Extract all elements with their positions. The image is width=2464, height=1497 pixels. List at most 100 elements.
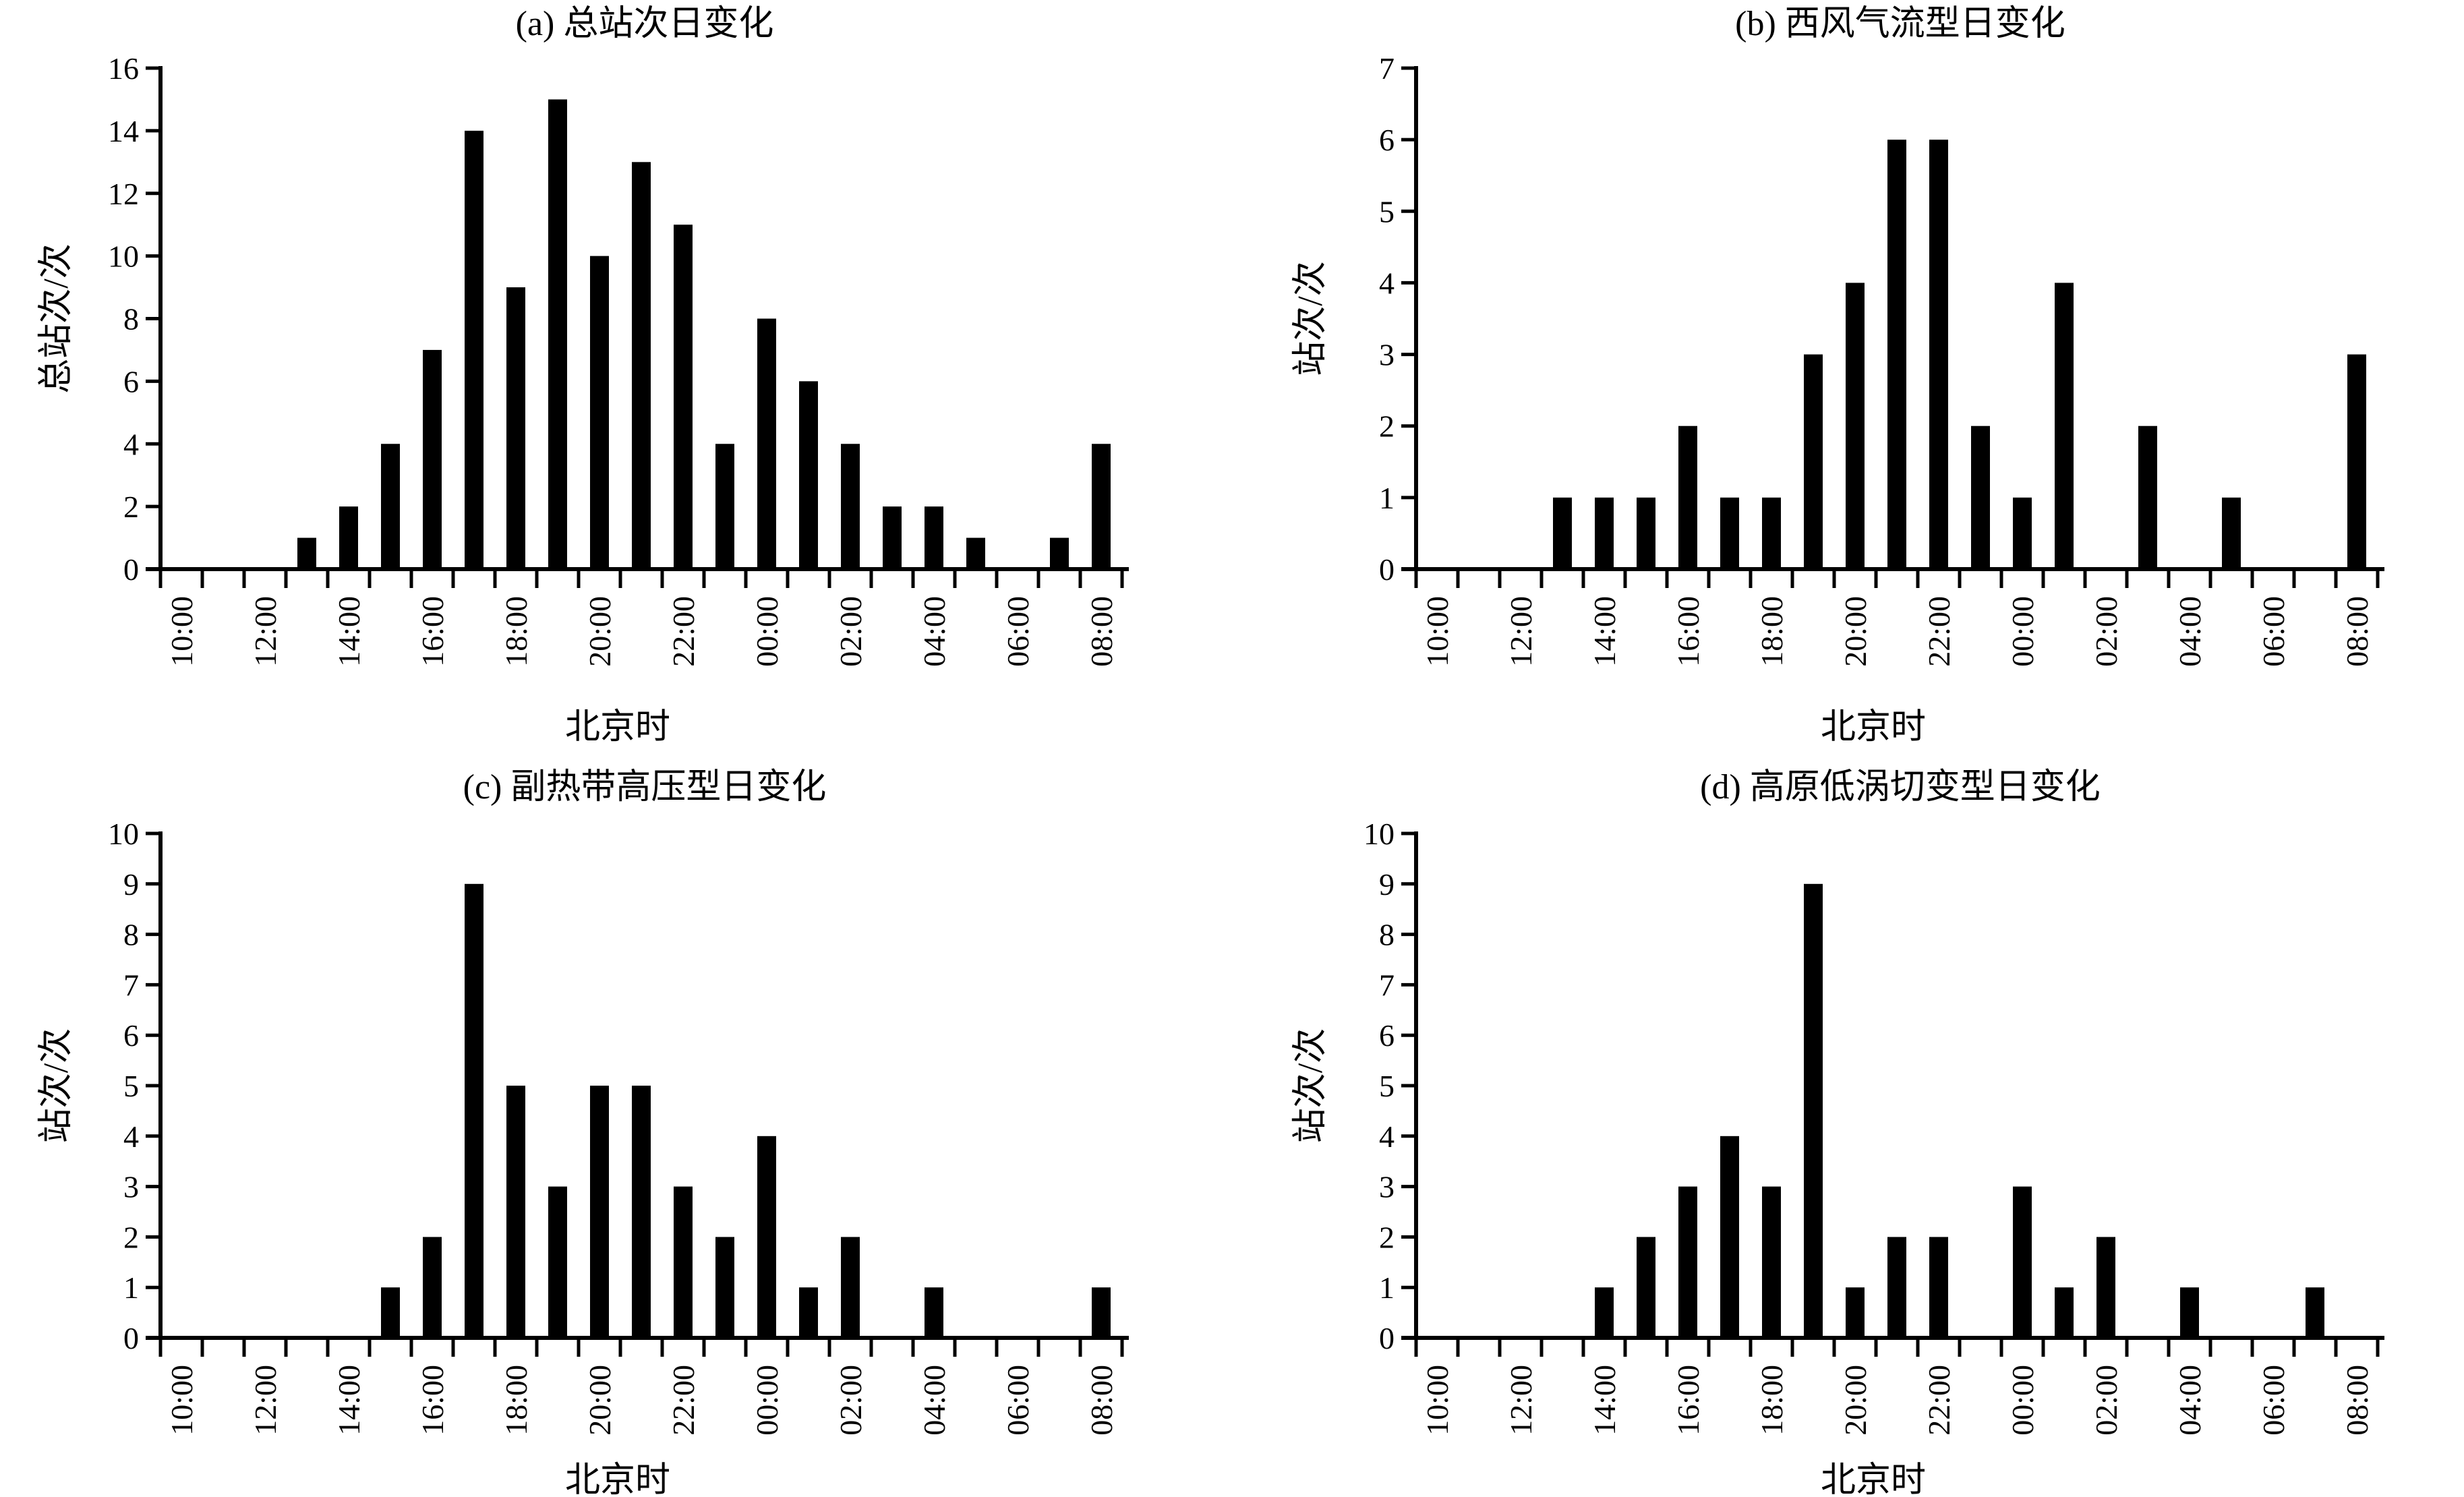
x-tick-label: 00:00 xyxy=(750,596,784,667)
y-axis-label: 总站次/次 xyxy=(37,243,76,393)
y-tick-label: 7 xyxy=(1379,51,1395,86)
chart-panel-a: (a) 总站次日变化 0 2 4 6 8 10 12 14 16 10:00 12:00 14:00 16… xyxy=(37,5,1129,746)
bar-16:00 xyxy=(423,1237,442,1338)
bar-19:00 xyxy=(548,99,567,569)
y-axis-label: 站次/次 xyxy=(1291,1028,1330,1143)
x-tick-label: 18:00 xyxy=(499,1365,533,1436)
y-tick-label: 6 xyxy=(123,364,139,399)
x-tick-label: 06:00 xyxy=(2256,1365,2291,1436)
y-tick-label: 9 xyxy=(123,867,139,902)
x-tick-label: 20:00 xyxy=(1838,1365,1873,1436)
y-tick-label: 3 xyxy=(1379,1170,1395,1204)
bar-02:00 xyxy=(841,444,860,569)
bar-02:00 xyxy=(841,1237,860,1338)
x-tick-label: 02:00 xyxy=(833,1365,868,1436)
bar-00:00 xyxy=(757,318,776,569)
x-tick-label: 20:00 xyxy=(583,596,617,667)
y-tick-label: 6 xyxy=(123,1018,139,1053)
bar-14:00 xyxy=(1595,497,1614,569)
x-tick-label: 12:00 xyxy=(248,1365,283,1436)
y-tick-label: 7 xyxy=(123,968,139,1002)
bar-15:00 xyxy=(381,1287,400,1338)
bar-20:00 xyxy=(590,1086,609,1338)
bar-16:00 xyxy=(1678,1186,1697,1338)
x-tick-label: 04:00 xyxy=(2173,1365,2207,1436)
y-tick-label: 0 xyxy=(123,1321,139,1355)
bar-21:00 xyxy=(632,1086,651,1338)
bar-23:00 xyxy=(1971,425,1990,569)
bar-20:00 xyxy=(1846,283,1865,569)
x-tick-label: 22:00 xyxy=(1922,1365,1956,1436)
y-axis-label: 站次/次 xyxy=(1291,261,1330,376)
x-tick-label: 16:00 xyxy=(415,596,450,667)
chart-title: (a) 总站次日变化 xyxy=(516,5,774,43)
chart-title: (d) 高原低涡切变型日变化 xyxy=(1700,768,2101,806)
x-axis-label: 北京时 xyxy=(565,708,670,746)
bar-17:00 xyxy=(465,883,483,1338)
x-tick-label: 02:00 xyxy=(2089,596,2123,667)
bar-21:00 xyxy=(632,162,651,569)
x-tick-label: 08:00 xyxy=(2340,1365,2374,1436)
y-tick-label: 8 xyxy=(1379,918,1395,952)
y-tick-label: 12 xyxy=(108,177,139,211)
y-tick-label: 5 xyxy=(123,1069,139,1103)
x-tick-label: 08:00 xyxy=(1084,596,1119,667)
x-tick-label: 10:00 xyxy=(165,1365,199,1436)
y-tick-label: 5 xyxy=(1379,1069,1395,1103)
bar-00:00 xyxy=(2013,497,2032,569)
bar-18:00 xyxy=(506,287,525,569)
bar-14:00 xyxy=(339,506,358,569)
x-axis-label: 北京时 xyxy=(565,1461,670,1497)
x-tick-label: 00:00 xyxy=(2005,596,2040,667)
x-tick-label: 10:00 xyxy=(1420,596,1455,667)
bar-16:00 xyxy=(1678,425,1697,569)
bar-08:00 xyxy=(1092,1287,1111,1338)
x-tick-label: 18:00 xyxy=(1755,1365,1789,1436)
bar-00:00 xyxy=(757,1136,776,1338)
bar-15:00 xyxy=(1637,497,1655,569)
x-tick-label: 08:00 xyxy=(2340,596,2374,667)
y-tick-label: 1 xyxy=(123,1270,139,1305)
x-tick-label: 10:00 xyxy=(1420,1365,1455,1436)
x-axis-label: 北京时 xyxy=(1821,1461,1926,1497)
bar-04:00 xyxy=(2180,1287,2199,1338)
bar-05:00 xyxy=(2222,497,2241,569)
bar-20:00 xyxy=(1846,1287,1865,1338)
bar-17:00 xyxy=(1720,497,1739,569)
x-tick-label: 14:00 xyxy=(1587,1365,1622,1436)
y-tick-label: 5 xyxy=(1379,194,1395,229)
x-tick-label: 00:00 xyxy=(750,1365,784,1436)
bar-03:00 xyxy=(883,506,902,569)
x-tick-label: 20:00 xyxy=(1838,596,1873,667)
bar-19:00 xyxy=(548,1186,567,1338)
y-tick-label: 0 xyxy=(1379,552,1395,587)
bar-21:00 xyxy=(1887,1237,1906,1338)
x-tick-label: 02:00 xyxy=(833,596,868,667)
x-tick-label: 14:00 xyxy=(332,1365,366,1436)
bar-01:00 xyxy=(2055,1287,2074,1338)
bar-18:00 xyxy=(506,1086,525,1338)
y-tick-label: 8 xyxy=(123,302,139,336)
y-tick-label: 9 xyxy=(1379,867,1395,902)
y-tick-label: 6 xyxy=(1379,1018,1395,1053)
y-tick-label: 1 xyxy=(1379,1270,1395,1305)
x-tick-label: 04:00 xyxy=(917,596,951,667)
x-tick-label: 12:00 xyxy=(1504,1365,1538,1436)
y-tick-label: 2 xyxy=(123,1220,139,1254)
y-tick-label: 0 xyxy=(123,552,139,587)
bar-21:00 xyxy=(1887,140,1906,570)
x-tick-label: 22:00 xyxy=(1922,596,1956,667)
bar-05:00 xyxy=(966,537,985,569)
y-tick-label: 3 xyxy=(1379,338,1395,372)
y-tick-label: 7 xyxy=(1379,968,1395,1002)
bar-17:00 xyxy=(465,130,483,569)
bar-08:00 xyxy=(1092,444,1111,569)
x-tick-label: 22:00 xyxy=(666,1365,701,1436)
bar-01:00 xyxy=(799,381,818,569)
x-tick-label: 16:00 xyxy=(415,1365,450,1436)
y-tick-label: 10 xyxy=(1363,817,1395,851)
bar-08:00 xyxy=(2347,354,2366,569)
x-tick-label: 16:00 xyxy=(1671,596,1705,667)
x-tick-label: 18:00 xyxy=(499,596,533,667)
